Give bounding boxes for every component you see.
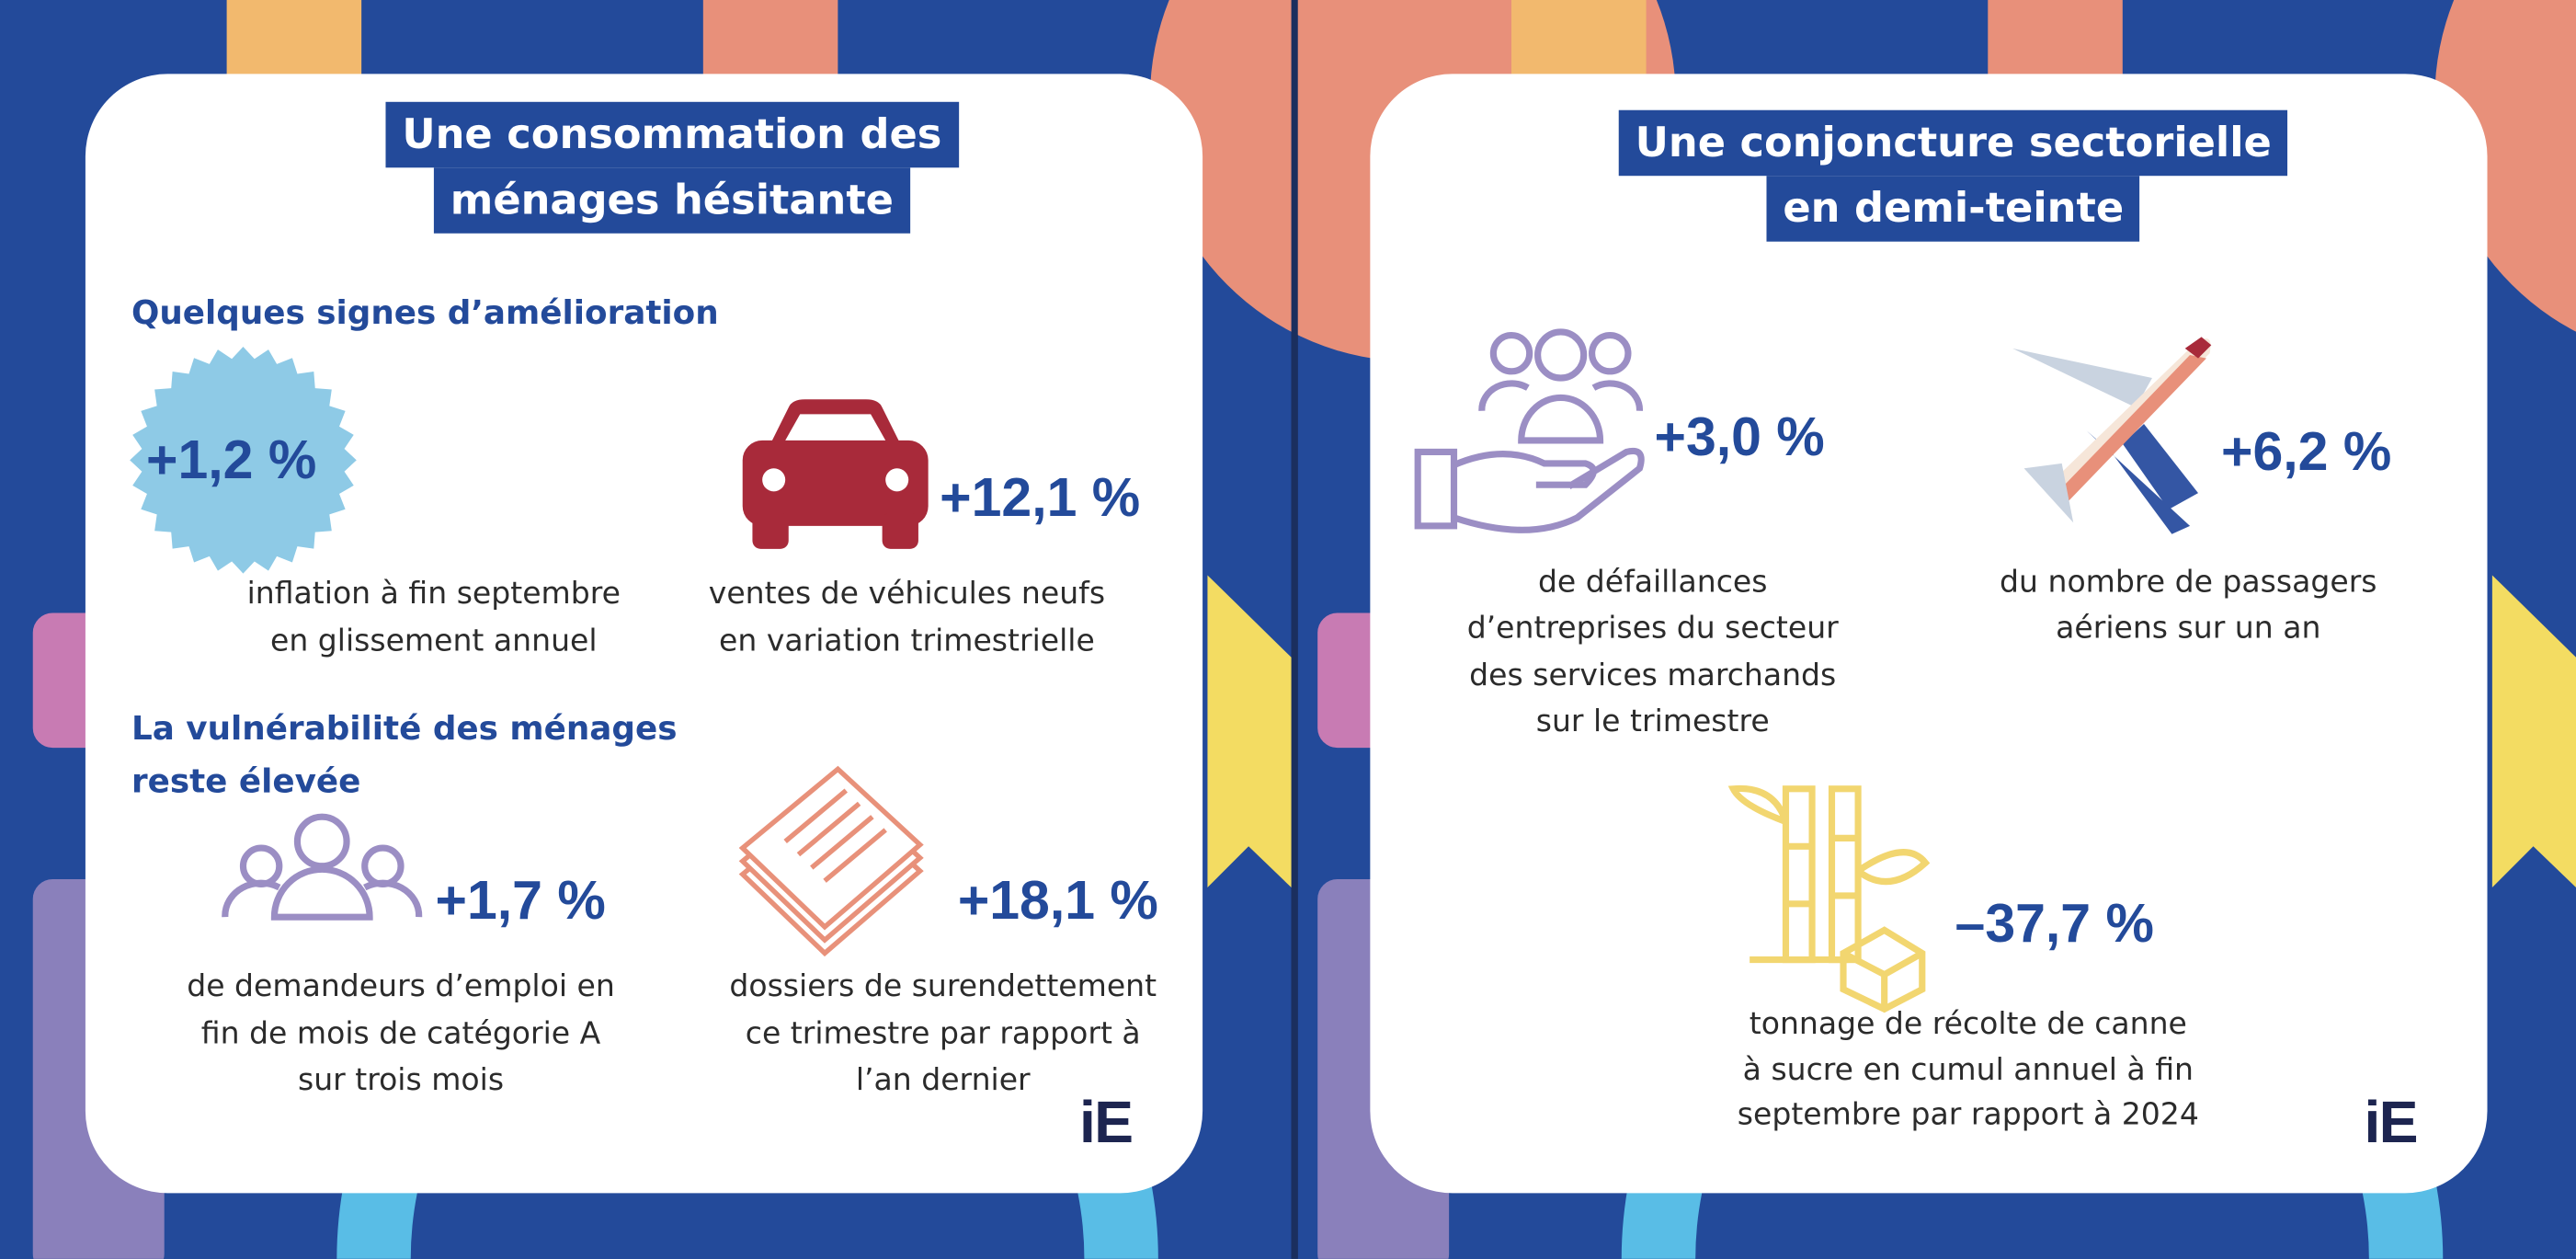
figure-label: l’an dernier [855, 1063, 1031, 1098]
deco [1207, 575, 1292, 887]
logo: iE [1079, 1087, 1134, 1156]
papers-icon [738, 765, 924, 957]
figure-value: –37,7 % [1955, 892, 2154, 954]
figure-label: de demandeurs d’emploi en [187, 969, 615, 1004]
panel-title: en demi-teinte [1766, 176, 2141, 242]
figure-value: +18,1 % [957, 869, 1158, 931]
figure-label: tonnage de récolte de canne [1749, 1007, 2187, 1042]
figure-label: des services marchands [1469, 658, 1837, 694]
figure-value: +12,1 % [940, 466, 1141, 528]
plane-icon [2012, 337, 2212, 534]
figure-label: sur le trimestre [1535, 704, 1770, 740]
deco [2434, 0, 2576, 332]
figure-value: +1,7 % [435, 869, 606, 931]
section-heading: La vulnérabilité des ménages [131, 708, 678, 749]
figure-label: inflation à fin septembre [246, 577, 621, 612]
figure-label: en glissement annuel [269, 624, 598, 659]
figure-label: fin de mois de catégorie A [200, 1017, 601, 1052]
figure-label: dossiers de surendettement [729, 969, 1157, 1004]
figure-label: à sucre en cumul annuel à fin [1742, 1053, 2194, 1088]
figure-value: +6,2 % [2221, 420, 2392, 482]
figure-value: +3,0 % [1654, 406, 1825, 467]
sugarcane-icon [1727, 784, 1931, 1013]
separator [1291, 0, 1298, 1259]
figure-value: +1,2 % [146, 429, 317, 490]
figure-label: sur trois mois [297, 1063, 505, 1098]
starburst-icon [130, 347, 357, 574]
people-icon [222, 813, 423, 921]
car-icon [742, 399, 929, 549]
hand-people-icon [1414, 328, 1645, 533]
figure-label: du nombre de passagers [2000, 565, 2377, 601]
figure-label: de défaillances [1537, 565, 1768, 601]
figure-label: septembre par rapport à 2024 [1737, 1097, 2199, 1133]
deco [2491, 575, 2576, 887]
figure-label: ventes de véhicules neufs [708, 577, 1106, 612]
panel-title: ménages hésitante [433, 167, 910, 234]
logo: iE [2364, 1087, 2418, 1156]
figure-label: en variation trimestrielle [719, 624, 1095, 659]
figure-label: aériens sur un an [2056, 611, 2321, 647]
panel-title: Une conjoncture sectorielle [1618, 109, 2288, 177]
card [85, 74, 1203, 1194]
figure-label: d’entreprises du secteur [1466, 611, 1839, 647]
section-heading: reste élevée [131, 761, 361, 801]
panel-title: Une consommation des [385, 101, 959, 168]
section-heading: Quelques signes d’amélioration [131, 292, 719, 332]
figure-label: ce trimestre par rapport à [745, 1017, 1141, 1052]
